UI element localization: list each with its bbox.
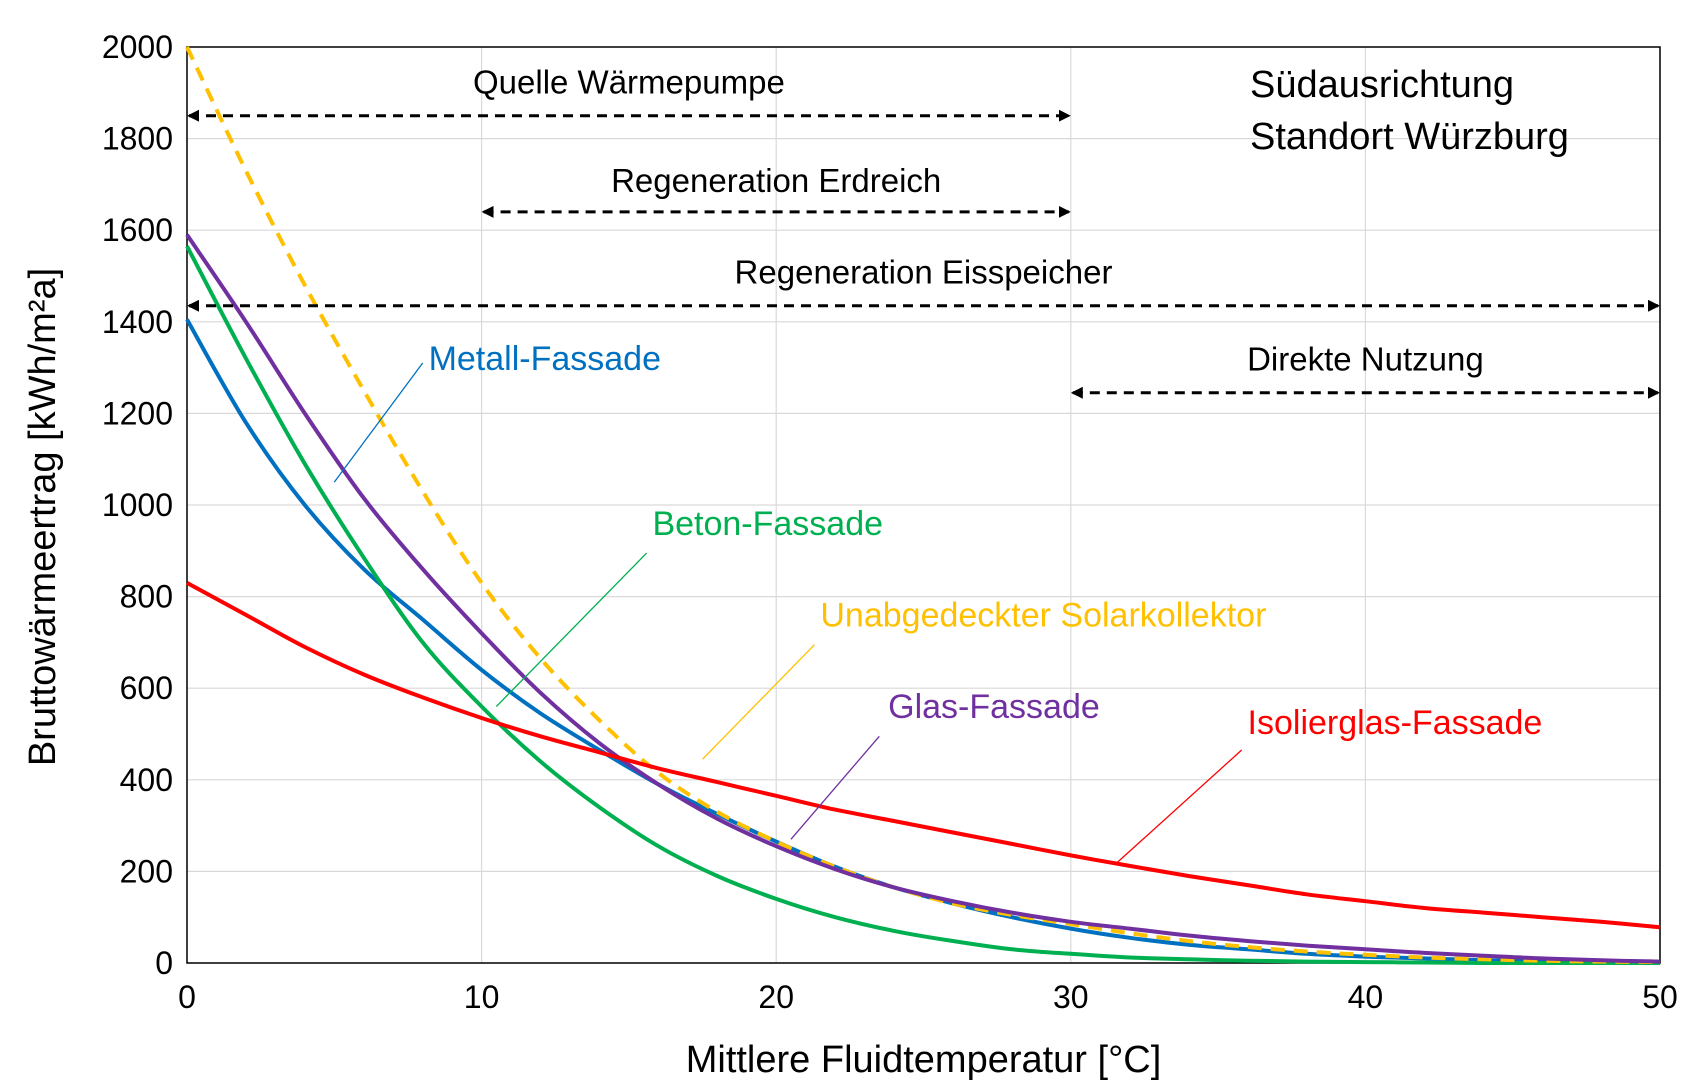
x-tick-label: 0 <box>178 979 196 1015</box>
x-tick-label: 50 <box>1642 979 1678 1015</box>
series-line <box>185 245 1660 966</box>
x-tick-label: 20 <box>758 979 794 1015</box>
range-label: Direkte Nutzung <box>1247 340 1484 377</box>
y-tick-label: 2000 <box>102 29 173 65</box>
range-label: Regeneration Eisspeicher <box>735 253 1113 290</box>
range-label: Quelle Wärmepumpe <box>473 63 785 100</box>
series-label: Unabgedeckter Solarkollektor <box>820 596 1266 634</box>
plot-area-frame <box>186 46 1661 964</box>
series-label: Beton-Fassade <box>652 505 883 543</box>
leader-lines <box>333 362 1243 866</box>
y-tick-label: 200 <box>120 853 173 889</box>
location-info-text: Standort Würzburg <box>1250 116 1569 158</box>
series-label: Metall-Fassade <box>429 340 661 378</box>
series-leader-line <box>1114 749 1243 866</box>
x-axis-title: Mittlere Fluidtemperatur [°C] <box>686 1039 1162 1081</box>
series-label: Isolierglas-Fassade <box>1248 704 1543 742</box>
y-tick-label: 800 <box>120 579 173 615</box>
series-line <box>186 581 1661 930</box>
range-annotations: Quelle Wärmepumpe Regeneration Erdreich Re… <box>187 63 1660 399</box>
series-line <box>185 318 1661 965</box>
y-axis-title: Bruttowärmeertrag [kWh/m²a] <box>22 268 64 766</box>
series-labels: Metall-Fassade Beton-Fassade Unabgedeckter… <box>429 340 1543 742</box>
y-tick-label: 400 <box>120 762 173 798</box>
series-leader-line <box>790 735 880 840</box>
tick-labels: 0 200 400 600 800 1000 1200 1400 1600 1800 2000 0 10… <box>102 29 1678 1015</box>
orientation-info-text: Südausrichtung <box>1250 64 1514 106</box>
y-tick-label: 1800 <box>102 121 173 157</box>
series-layer <box>185 46 1661 966</box>
x-tick-label: 10 <box>464 979 500 1015</box>
y-tick-label: 1400 <box>102 304 173 340</box>
series-line <box>185 233 1661 964</box>
x-tick-label: 30 <box>1053 979 1089 1015</box>
series-label: Glas-Fassade <box>888 688 1100 726</box>
series-leader-line <box>495 552 648 707</box>
y-tick-label: 600 <box>120 670 173 706</box>
y-tick-label: 1600 <box>102 212 173 248</box>
y-tick-label: 0 <box>155 945 173 981</box>
y-tick-label: 1200 <box>102 395 173 431</box>
range-label: Regeneration Erdreich <box>611 162 941 199</box>
series-leader-line <box>333 362 424 483</box>
y-tick-label: 1000 <box>102 487 173 523</box>
series-leader-line <box>702 644 815 760</box>
x-tick-label: 40 <box>1348 979 1384 1015</box>
